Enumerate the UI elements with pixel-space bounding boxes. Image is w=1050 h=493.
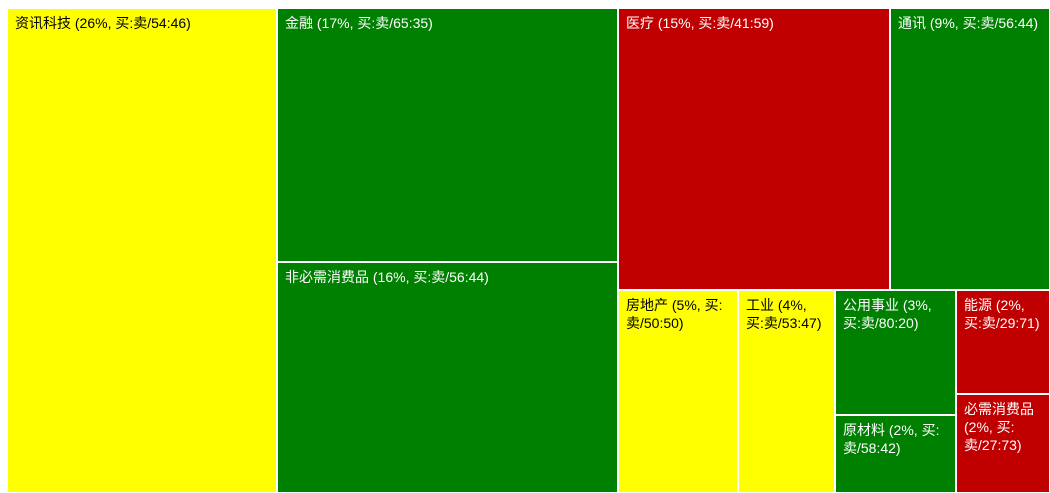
cell-energy: 能源 (2%, 买:卖/29:71) — [956, 290, 1050, 394]
cell-communications-label: 通讯 (9%, 买:卖/56:44) — [898, 15, 1039, 31]
cell-financials-label: 金融 (17%, 买:卖/65:35) — [285, 15, 433, 31]
cell-industrials: 工业 (4%, 买:卖/53:47) — [738, 290, 835, 493]
cell-healthcare: 医疗 (15%, 买:卖/41:59) — [618, 8, 890, 290]
cell-info-tech: 资讯科技 (26%, 买:卖/54:46) — [7, 8, 277, 493]
cell-industrials-label: 工业 (4%, 买:卖/53:47) — [746, 297, 822, 331]
cell-real-estate-label: 房地产 (5%, 买:卖/50:50) — [626, 297, 723, 331]
cell-consumer-staples-label: 必需消费品 (2%, 买:卖/27:73) — [964, 401, 1034, 453]
cell-healthcare-label: 医疗 (15%, 买:卖/41:59) — [626, 15, 774, 31]
cell-real-estate: 房地产 (5%, 买:卖/50:50) — [618, 290, 738, 493]
cell-utilities-label: 公用事业 (3%, 买:卖/80:20) — [843, 297, 932, 331]
cell-consumer-discretionary-label: 非必需消费品 (16%, 买:卖/56:44) — [285, 269, 489, 285]
cell-info-tech-label: 资讯科技 (26%, 买:卖/54:46) — [15, 15, 191, 31]
cell-communications: 通讯 (9%, 买:卖/56:44) — [890, 8, 1050, 290]
cell-consumer-staples: 必需消费品 (2%, 买:卖/27:73) — [956, 394, 1050, 493]
cell-materials-label: 原材料 (2%, 买:卖/58:42) — [843, 422, 940, 456]
cell-energy-label: 能源 (2%, 买:卖/29:71) — [964, 297, 1040, 331]
cell-financials: 金融 (17%, 买:卖/65:35) — [277, 8, 618, 262]
cell-consumer-discretionary: 非必需消费品 (16%, 买:卖/56:44) — [277, 262, 618, 493]
cell-materials: 原材料 (2%, 买:卖/58:42) — [835, 415, 956, 493]
cell-utilities: 公用事业 (3%, 买:卖/80:20) — [835, 290, 956, 415]
